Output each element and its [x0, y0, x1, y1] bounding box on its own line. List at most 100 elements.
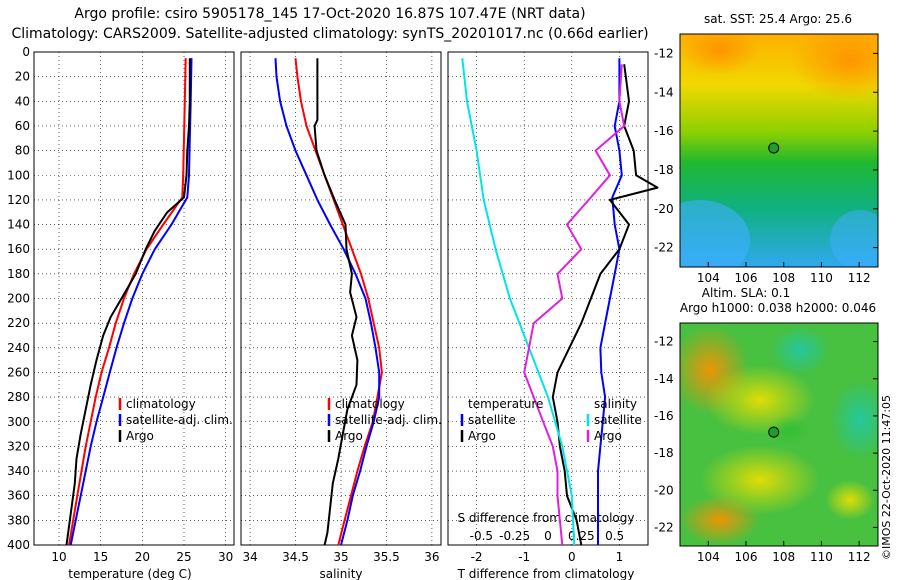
map-lat-label: -22 [654, 520, 674, 534]
map-lon-label: 106 [735, 550, 758, 564]
depth-tick-label: 0 [22, 45, 30, 59]
map-lat-label: -16 [654, 409, 674, 423]
map-lat-label: -12 [654, 335, 674, 349]
depth-tick-label: 40 [15, 94, 30, 108]
temperature-legend: climatology satellite-adj. clim. Argo [118, 397, 233, 443]
argo-location-marker [768, 142, 780, 154]
legend-argo: Argo [126, 429, 154, 443]
sst-map-frame [679, 33, 879, 268]
map-tick-labels: 104 106 108 110 112 -12 -14 -16 -18 -20 -22 104 106 1… [654, 46, 878, 564]
s-diff-tick-label: -0.25 [499, 529, 530, 543]
map-lat-label: -20 [654, 483, 674, 497]
s-diff-tick-label: -0.5 [470, 529, 493, 543]
plot-title-line2: Climatology: CARS2009. Satellite-adjuste… [11, 26, 649, 42]
temperature-xlabel: temperature (deg C) [68, 567, 191, 580]
sst-map-title: sat. SST: 25.4 Argo: 25.6 [704, 12, 852, 26]
imos-timestamp: ©IMOS 22-Oct-2020 11:47:05 [880, 394, 893, 560]
map-lat-label: -16 [654, 124, 674, 138]
difference-top-axis-label: S difference from climatology [458, 511, 635, 525]
legend-sat-temp: satellite [468, 413, 516, 427]
map-lon-label: 112 [848, 550, 871, 564]
difference-xlabel: T difference from climatology [457, 567, 635, 580]
series-temperature-satellite-adj-clim- [69, 58, 193, 546]
series-temperature-climatology [68, 58, 187, 546]
x-tick-label: 15 [93, 550, 108, 564]
map-lon-label: 104 [697, 550, 720, 564]
legend-climatology: climatology [126, 397, 196, 411]
depth-tick-label: 380 [7, 513, 30, 527]
x-tick-label: 30 [218, 550, 233, 564]
plot-title-line1: Argo profile: csiro 5905178_145 17-Oct-2… [74, 6, 586, 22]
x-tick-label: 1 [616, 550, 624, 564]
depth-tick-label: 260 [7, 365, 30, 379]
depth-tick-label: 280 [7, 390, 30, 404]
series-difference-salinity-satellite [461, 58, 576, 546]
depth-tick-label: 180 [7, 267, 30, 281]
x-tick-label: -1 [518, 550, 530, 564]
map-lon-label: 110 [810, 271, 833, 285]
depth-tick-label: 300 [7, 415, 30, 429]
s-diff-tick-label: 0.5 [605, 529, 624, 543]
x-tick-label: 34.5 [282, 550, 309, 564]
map-lat-label: -22 [654, 241, 674, 255]
argo-location-marker [768, 426, 780, 438]
map-lat-label: -18 [654, 446, 674, 460]
depth-tick-label: 80 [15, 144, 30, 158]
map-lon-label: 108 [772, 550, 795, 564]
sla-map-image [680, 323, 878, 546]
depth-tick-label: 360 [7, 489, 30, 503]
depth-tick-label: 220 [7, 316, 30, 330]
series-salinity-argo [313, 58, 359, 546]
map-lat-label: -20 [654, 202, 674, 216]
depth-tick-label: 320 [7, 439, 30, 453]
legend-salinity-title: salinity [594, 397, 637, 411]
altim-sla-label: Altim. SLA: 0.1 [702, 286, 790, 300]
depth-tick-label: 340 [7, 464, 30, 478]
sst-map-image [680, 34, 878, 267]
map-lat-label: -12 [654, 46, 674, 60]
x-tick-label: 25 [176, 550, 191, 564]
s-diff-tick-label: 0 [544, 529, 552, 543]
series-difference-salinity-argo [523, 64, 626, 546]
x-tick-label: 10 [51, 550, 66, 564]
x-tick-label: -2 [471, 550, 483, 564]
series-lines [65, 58, 659, 546]
map-lon-label: 108 [772, 271, 795, 285]
depth-tick-label: 120 [7, 193, 30, 207]
series-temperature-argo [65, 58, 191, 546]
x-tick-label: 34 [242, 550, 257, 564]
x-tick-label: 0 [568, 550, 576, 564]
legend-sat-sal: satellite [594, 413, 642, 427]
legend-satellite: satellite-adj. clim. [335, 413, 442, 427]
depth-tick-label: 400 [7, 538, 30, 552]
legend-climatology: climatology [335, 397, 405, 411]
map-lon-label: 104 [697, 271, 720, 285]
depth-tick-label: 100 [7, 168, 30, 182]
sla-map-frame [679, 322, 879, 547]
difference-legend: temperature satellite Argo salinity sate… [460, 397, 642, 443]
depth-tick-label: 200 [7, 292, 30, 306]
series-salinity-satellite-adj-clim- [274, 58, 381, 546]
legend-satellite: satellite-adj. clim. [126, 413, 233, 427]
legend-temperature-title: temperature [468, 397, 543, 411]
x-tick-label: 20 [135, 550, 150, 564]
depth-tick-label: 20 [15, 70, 30, 84]
depth-tick-label: 60 [15, 119, 30, 133]
x-tick-label: 35 [333, 550, 348, 564]
depth-tick-label: 240 [7, 341, 30, 355]
x-tick-label: 35.5 [373, 550, 400, 564]
map-lat-label: -14 [654, 85, 674, 99]
series-difference-temperature-argo [551, 64, 659, 546]
tick-labels: 10 15 20 25 30020406080100120140160180200220… [7, 45, 624, 564]
map-lat-label: -14 [654, 372, 674, 386]
legend-argo: Argo [335, 429, 363, 443]
sla-map-title: Argo h1000: 0.038 h2000: 0.046 [680, 301, 876, 315]
series-difference-temperature-satellite [597, 58, 623, 545]
series-salinity-climatology [294, 58, 383, 546]
x-tick-label: 36 [424, 550, 439, 564]
map-lon-label: 112 [848, 271, 871, 285]
map-lat-label: -18 [654, 163, 674, 177]
depth-tick-label: 140 [7, 218, 30, 232]
map-lon-label: 110 [810, 550, 833, 564]
